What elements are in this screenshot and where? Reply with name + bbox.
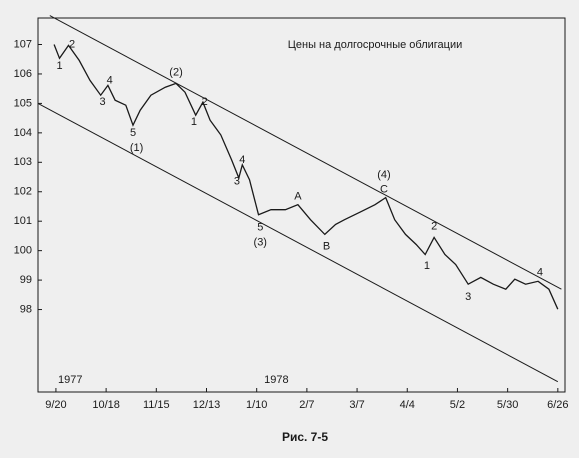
chart-title: Цены на долгосрочные облигации: [288, 39, 463, 51]
wave-label: 3: [234, 176, 240, 188]
wave-label: 1: [56, 60, 62, 72]
wave-label: 4: [537, 266, 543, 278]
x-tick-label: 5/30: [497, 399, 518, 411]
x-tick-label: 11/15: [143, 399, 170, 411]
y-tick-label: 102: [14, 186, 32, 198]
x-tick-label: 3/7: [349, 399, 364, 411]
channel-line: [49, 15, 562, 290]
wave-label: C: [380, 184, 388, 196]
wave-label: 4: [239, 154, 245, 166]
wave-label: A: [294, 191, 302, 203]
x-tick-label: 6/26: [547, 399, 568, 411]
plot-frame: [37, 17, 566, 393]
x-tick-label: 4/4: [400, 399, 415, 411]
wave-label: (4): [377, 169, 390, 181]
wave-label: (1): [130, 142, 143, 154]
wave-label: 4: [107, 74, 113, 86]
y-tick-label: 105: [14, 97, 32, 109]
wave-label: 2: [202, 96, 208, 108]
caption: Рис. 7-5: [282, 430, 328, 444]
wave-label: (3): [254, 236, 267, 248]
wave-label: 3: [99, 96, 105, 108]
wave-label: 1977: [58, 374, 82, 386]
x-tick-label: 5/2: [450, 399, 465, 411]
x-tick-label: 12/13: [193, 399, 221, 411]
wave-label: 5: [257, 222, 263, 234]
y-tick-label: 99: [20, 274, 32, 286]
channel-line: [37, 102, 559, 383]
wave-label: (2): [169, 66, 182, 78]
wave-label: B: [323, 240, 330, 252]
y-tick-label: 104: [14, 127, 32, 139]
wave-label: 5: [130, 127, 136, 139]
y-tick-label: 107: [14, 38, 32, 50]
x-tick-label: 1/10: [246, 399, 267, 411]
wave-label: 2: [69, 38, 75, 50]
wave-label: 1: [191, 116, 197, 128]
y-tick-label: 106: [14, 68, 32, 80]
y-tick-label: 100: [14, 245, 32, 257]
x-tick-label: 10/18: [92, 399, 120, 411]
y-tick-label: 103: [14, 156, 32, 168]
x-tick-label: 9/20: [45, 399, 66, 411]
wave-label: 1978: [264, 374, 288, 386]
price-line: [53, 44, 559, 310]
x-tick-label: 2/7: [299, 399, 314, 411]
wave-label: 3: [465, 291, 471, 303]
wave-label: 1: [424, 260, 430, 272]
y-tick-label: 101: [14, 215, 32, 227]
y-tick-label: 98: [20, 303, 32, 315]
wave-label: 2: [431, 220, 437, 232]
